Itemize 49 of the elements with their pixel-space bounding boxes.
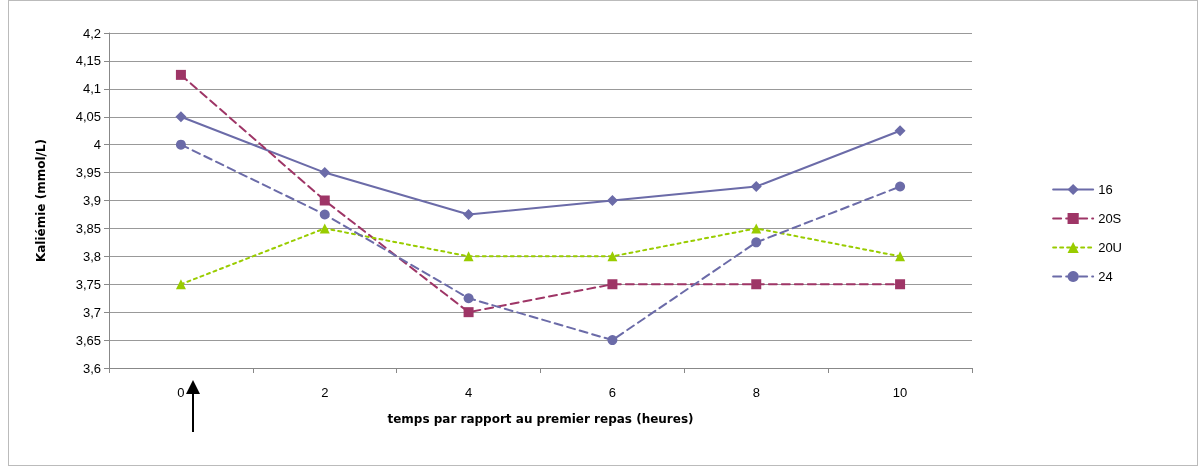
point [175,279,186,290]
point [319,223,330,234]
x-tick-label: 10 [892,385,908,400]
y-tick-label: 3,85 [75,220,101,236]
point [751,279,762,290]
point [751,237,762,248]
legend-label: 16 [1098,182,1113,197]
y-tick-label: 3,6 [82,360,101,376]
y-tick-label: 4 [93,137,101,153]
y-tick-label: 3,65 [75,332,101,348]
point [751,223,762,234]
point [463,208,475,220]
x-tick-label: 4 [464,385,473,400]
point [895,181,906,192]
point [319,209,330,220]
y-tick-label: 3,95 [75,165,101,181]
y-tick-label: 3,8 [82,248,101,264]
point [319,167,331,179]
point [463,293,474,304]
point [175,69,186,80]
point [463,307,474,318]
y-tick-label: 3,7 [82,304,101,320]
x-tick-label: 6 [608,385,617,400]
point [607,335,618,346]
point [319,195,330,206]
y-axis-title: Kaliémie (mmol/L) [34,138,48,263]
point [894,125,906,137]
y-tick-label: 3,75 [75,276,101,292]
y-tick-label: 4,15 [75,53,101,69]
point [175,111,187,123]
x-tick-label: 8 [752,385,760,400]
legend-label: 20U [1098,240,1123,255]
y-tick-label: 4,05 [75,109,101,125]
y-tick-label: 3,9 [82,193,101,208]
legend-label: 24 [1098,269,1113,284]
point [750,181,762,193]
point [607,251,618,262]
point [606,195,618,206]
y-tick-label: 4,1 [82,81,101,97]
point [607,279,618,290]
point [895,251,906,262]
point [175,139,186,150]
point [895,279,906,290]
point [463,251,474,262]
x-tick-label: 0 [177,385,185,400]
x-axis-title: temps par rapport au premier repas (heures) [387,412,694,426]
legend-label: 20S [1098,211,1122,226]
y-tick-label: 4,2 [82,25,101,41]
x-tick-label: 2 [321,385,329,400]
